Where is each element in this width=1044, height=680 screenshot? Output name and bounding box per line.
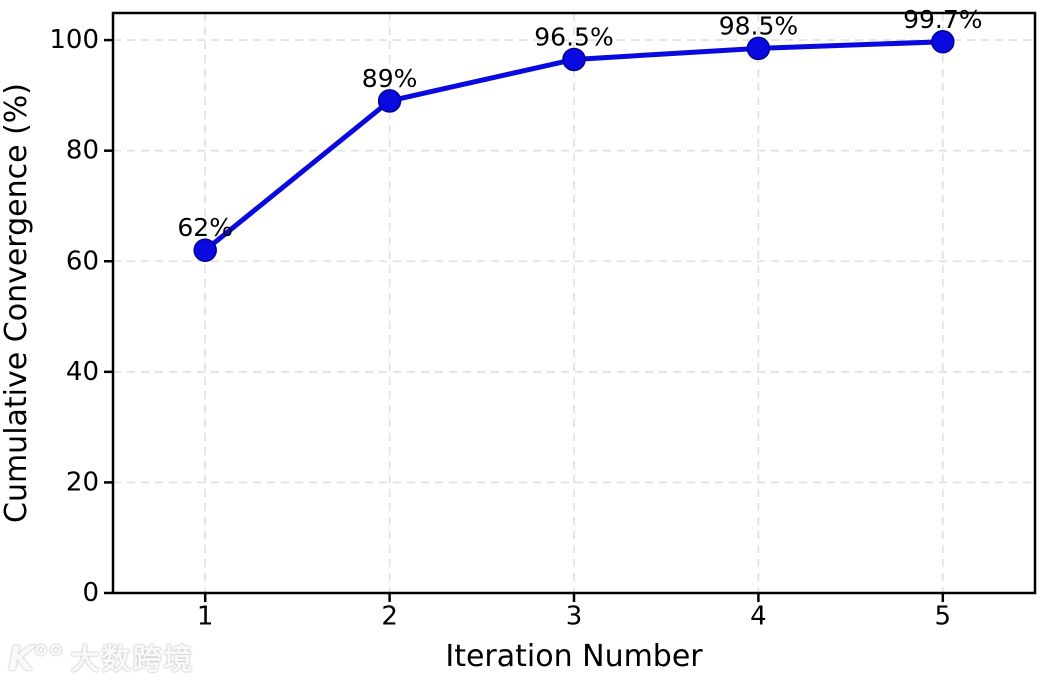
y-tick-label: 40 bbox=[66, 357, 99, 387]
x-tick-label: 2 bbox=[381, 601, 398, 631]
x-tick-label: 1 bbox=[197, 601, 214, 631]
data-point-marker bbox=[562, 47, 586, 72]
data-point-label: 62% bbox=[177, 213, 233, 242]
data-point-marker bbox=[193, 238, 217, 262]
data-point-marker bbox=[746, 36, 771, 61]
y-tick-label: 80 bbox=[66, 136, 99, 166]
y-tick-label: 0 bbox=[82, 578, 99, 608]
data-point-label: 89% bbox=[362, 64, 418, 93]
data-point-marker bbox=[377, 89, 402, 113]
x-tick-label: 4 bbox=[750, 601, 767, 631]
data-point-label: 98.5% bbox=[719, 11, 798, 40]
data-point-label: 99.7% bbox=[903, 5, 982, 34]
x-axis-title: Iteration Number bbox=[445, 639, 703, 674]
y-tick-label: 60 bbox=[66, 246, 99, 276]
x-tick-label: 5 bbox=[935, 601, 952, 631]
y-tick-label: 100 bbox=[49, 25, 99, 55]
data-point-marker bbox=[931, 30, 955, 54]
data-point-label: 96.5% bbox=[534, 22, 613, 51]
x-tick-label: 3 bbox=[566, 601, 583, 631]
y-tick-label: 20 bbox=[66, 467, 99, 497]
y-axis-title: Cumulative Convergence (%) bbox=[0, 83, 34, 523]
